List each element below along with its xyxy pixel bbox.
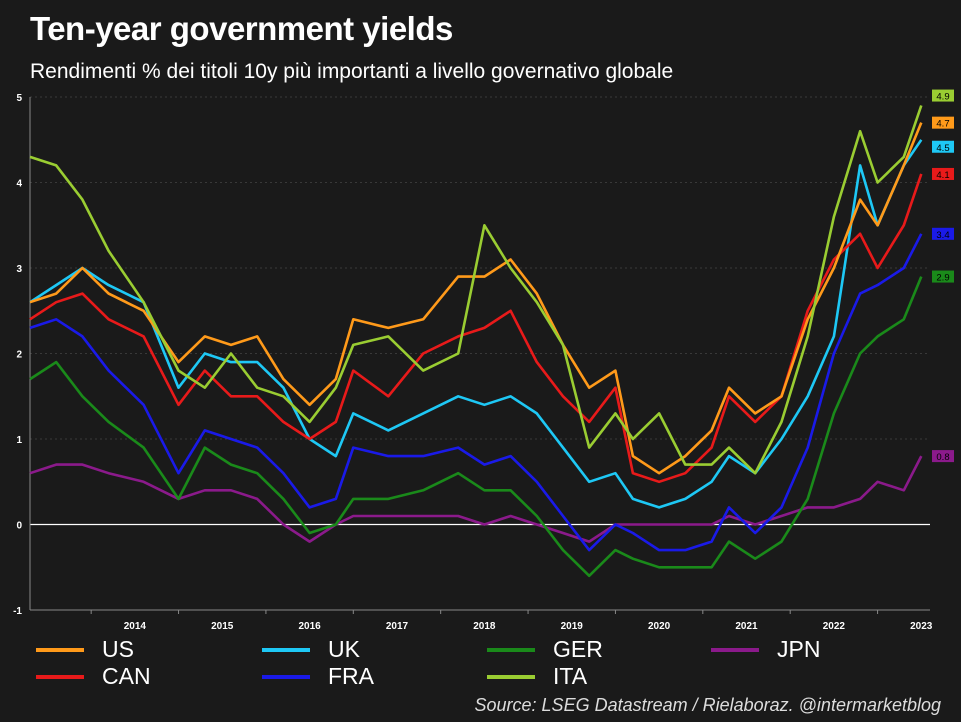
end-label-box-jpn <box>932 450 954 463</box>
end-label-fra: 3.4 <box>936 230 949 241</box>
end-label-box-us <box>932 116 954 129</box>
series-line-jpn <box>29 455 923 543</box>
y-tick-label: 0 <box>16 521 22 532</box>
end-labels: 4.7 4.5 2.9 0.8 4.1 3.4 4.9 <box>932 89 954 463</box>
y-tick-label: -1 <box>13 606 22 617</box>
series-line-ger <box>29 276 923 578</box>
x-tick-label: 2014 <box>124 621 147 632</box>
x-tick-label: 2021 <box>735 621 758 632</box>
series-line-uk <box>29 139 923 509</box>
series-line-us <box>29 122 923 475</box>
end-label-jpn: 0.8 <box>936 452 949 463</box>
x-tick-label: 2022 <box>823 621 846 632</box>
x-tick-label: 2017 <box>386 621 409 632</box>
end-label-ita: 4.9 <box>936 92 949 103</box>
end-label-ger: 2.9 <box>936 273 949 284</box>
x-tick-label: 2015 <box>211 621 234 632</box>
x-tick-label: 2018 <box>473 621 496 632</box>
y-tick-label: 3 <box>16 264 22 275</box>
end-label-box-fra <box>932 227 954 240</box>
y-tick-label: 4 <box>16 179 22 190</box>
chart-subtitle: Rendimenti % dei titoli 10y più importan… <box>30 60 674 83</box>
x-axis: 2014 2015 2016 2017 2018 2019 2020 2021 2022 2023 <box>30 609 933 632</box>
end-label-box-ger <box>932 270 954 283</box>
end-label-box-can <box>932 167 954 180</box>
series-line-ita <box>29 105 923 475</box>
x-tick-label: 2016 <box>298 621 321 632</box>
chart-title: Ten-year government yields <box>30 10 453 47</box>
y-tick-label: 1 <box>16 435 22 446</box>
series-line-fra <box>29 233 923 552</box>
y-tick-label: 2 <box>16 350 22 361</box>
series-lines <box>29 105 923 578</box>
series-line-can <box>29 173 923 484</box>
end-label-can: 4.1 <box>936 170 949 181</box>
end-label-box-ita <box>932 89 954 102</box>
y-axis: -1 0 1 2 3 4 5 <box>13 93 31 617</box>
x-tick-label: 2019 <box>561 621 584 632</box>
x-tick-label: 2020 <box>648 621 671 632</box>
x-tick-label: 2023 <box>910 621 933 632</box>
end-label-us: 4.7 <box>936 119 949 130</box>
end-label-uk: 4.5 <box>936 143 949 154</box>
end-label-box-uk <box>932 140 954 153</box>
y-tick-label: 5 <box>16 93 22 104</box>
source-note: Source: LSEG Datastream / Rielaboraz. @i… <box>474 695 941 715</box>
